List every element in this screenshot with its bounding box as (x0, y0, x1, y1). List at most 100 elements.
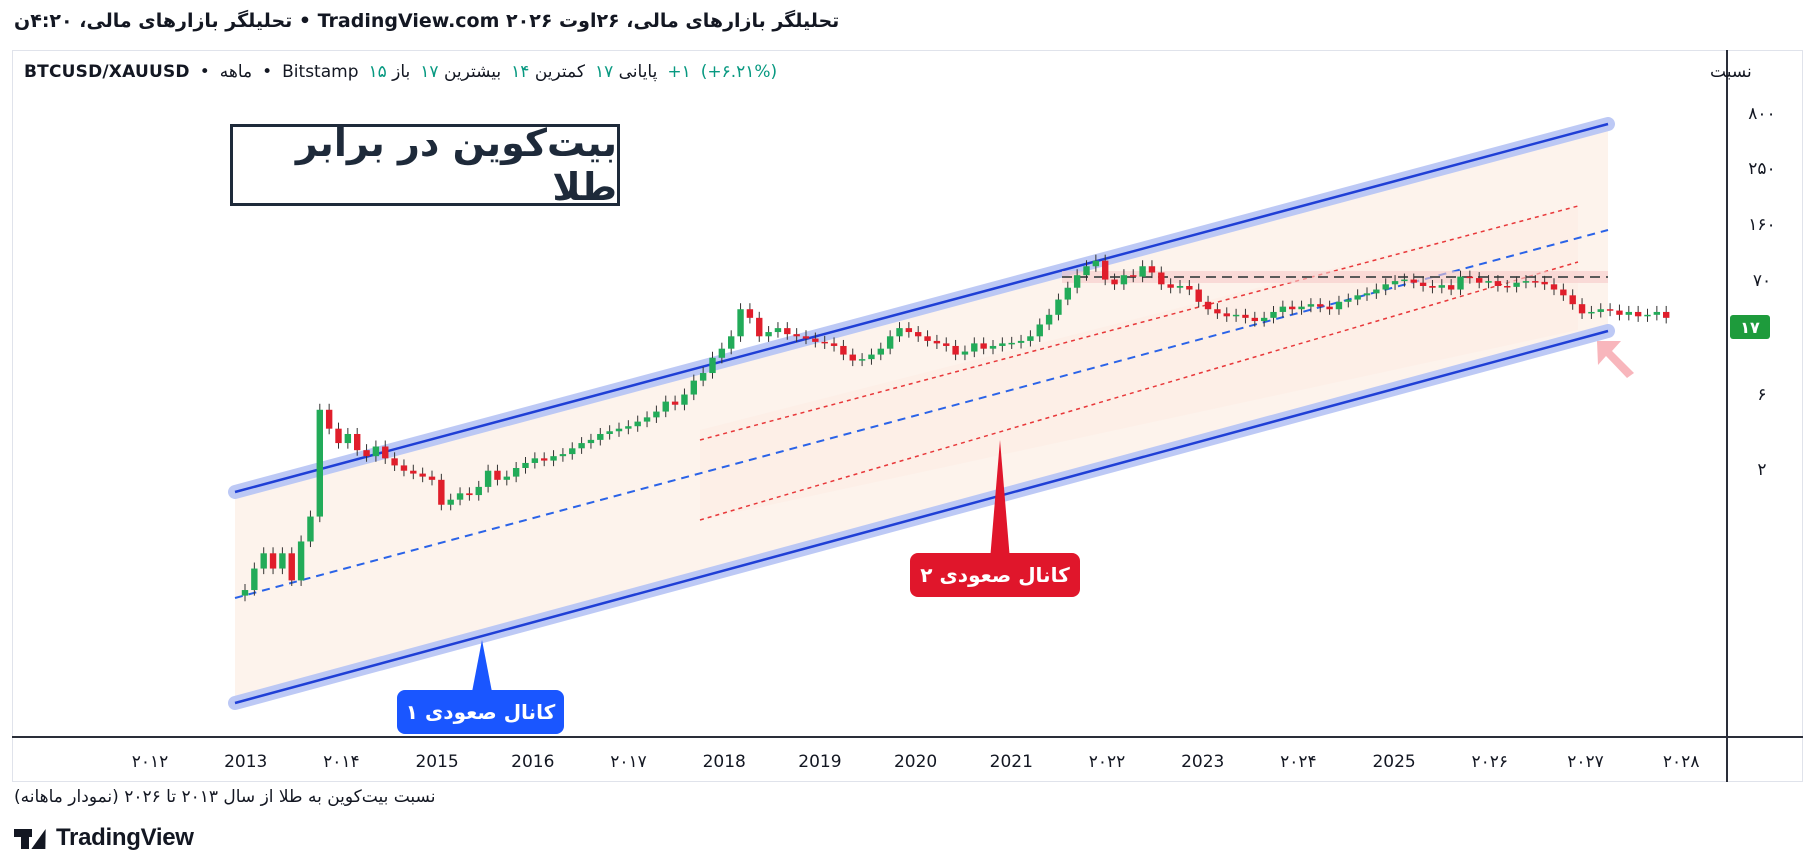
candle[interactable] (1195, 283, 1202, 308)
candle[interactable] (456, 487, 464, 506)
candle[interactable] (999, 337, 1006, 352)
candle[interactable] (550, 450, 557, 467)
candle[interactable] (718, 342, 726, 364)
candle[interactable] (1560, 283, 1567, 301)
tradingview-logo[interactable]: TradingView (14, 824, 194, 852)
candle[interactable] (400, 459, 408, 477)
candle[interactable] (1391, 275, 1399, 290)
candle[interactable] (1541, 275, 1548, 290)
candle[interactable] (1017, 334, 1025, 349)
candle[interactable] (1064, 281, 1071, 306)
candle[interactable] (1317, 298, 1324, 313)
candle[interactable] (1513, 276, 1520, 293)
candle[interactable] (737, 303, 744, 342)
candle[interactable] (1204, 295, 1212, 315)
candle[interactable] (943, 337, 950, 352)
candle[interactable] (615, 422, 623, 437)
candle[interactable] (868, 348, 875, 365)
candle[interactable] (241, 584, 249, 602)
candle[interactable] (971, 337, 978, 358)
candle[interactable] (634, 415, 641, 432)
candle[interactable] (896, 322, 903, 342)
candle[interactable] (905, 322, 913, 338)
candle[interactable] (1158, 266, 1165, 290)
candle[interactable] (1532, 275, 1539, 288)
candle[interactable] (886, 330, 894, 355)
candle[interactable] (1251, 311, 1258, 327)
candle[interactable] (410, 464, 417, 480)
candle[interactable] (1616, 304, 1623, 321)
candle[interactable] (952, 339, 959, 361)
candle[interactable] (1494, 275, 1502, 292)
candle[interactable] (643, 411, 651, 428)
candle[interactable] (316, 403, 323, 523)
candle[interactable] (1410, 273, 1417, 289)
candle[interactable] (821, 335, 828, 349)
candle[interactable] (1466, 270, 1474, 284)
candle[interactable] (363, 444, 370, 462)
candle[interactable] (1260, 311, 1268, 327)
candle[interactable] (681, 388, 688, 411)
candle[interactable] (625, 420, 632, 435)
candle[interactable] (475, 480, 482, 501)
candle[interactable] (1597, 303, 1604, 318)
candle[interactable] (1092, 254, 1100, 272)
candle[interactable] (288, 547, 295, 586)
lower-channel-line[interactable] (234, 329, 1609, 705)
candle[interactable] (765, 326, 772, 342)
candle[interactable] (279, 547, 286, 575)
candle[interactable] (335, 422, 342, 449)
candle[interactable] (466, 487, 473, 501)
candle[interactable] (1083, 260, 1090, 281)
candle[interactable] (1345, 293, 1352, 308)
candle[interactable] (709, 351, 716, 379)
candle[interactable] (1644, 308, 1651, 322)
candle[interactable] (1663, 305, 1670, 324)
candle[interactable] (1214, 303, 1221, 319)
candle[interactable] (260, 547, 267, 575)
candle[interactable] (1270, 305, 1277, 324)
candle[interactable] (1429, 279, 1436, 294)
candle[interactable] (662, 395, 669, 418)
candle[interactable] (728, 330, 735, 355)
candle[interactable] (915, 326, 922, 342)
candle[interactable] (653, 405, 660, 423)
candle[interactable] (354, 427, 361, 456)
candle[interactable] (1401, 273, 1408, 287)
candle[interactable] (1625, 305, 1632, 321)
candle[interactable] (690, 374, 697, 401)
candle[interactable] (419, 467, 426, 483)
candle[interactable] (1148, 260, 1156, 279)
candle[interactable] (428, 470, 436, 486)
candle[interactable] (1073, 269, 1081, 294)
candle[interactable] (1298, 300, 1305, 315)
candle[interactable] (391, 452, 398, 471)
candle[interactable] (382, 440, 389, 464)
candle[interactable] (1307, 298, 1315, 313)
symbol-legend[interactable]: BTCUSD/XAUUSD • ماهه • Bitstamp باز ۱۵ ب… (24, 62, 777, 82)
candle[interactable] (1223, 307, 1230, 322)
candle[interactable] (494, 464, 501, 486)
candle[interactable] (980, 337, 987, 355)
candle[interactable] (877, 342, 884, 361)
candle[interactable] (587, 433, 595, 449)
candle[interactable] (699, 367, 707, 387)
candle[interactable] (1242, 308, 1249, 324)
candle[interactable] (251, 562, 258, 596)
candle[interactable] (1438, 279, 1445, 294)
candle[interactable] (447, 493, 454, 511)
candle[interactable] (559, 448, 567, 462)
candle[interactable] (531, 452, 539, 469)
candle[interactable] (1289, 300, 1296, 315)
symbol-name[interactable]: BTCUSD/XAUUSD (24, 62, 190, 82)
candle[interactable] (1578, 298, 1586, 319)
candle[interactable] (569, 442, 576, 460)
candle[interactable] (1120, 269, 1128, 290)
candle[interactable] (606, 425, 613, 440)
candle[interactable] (840, 339, 847, 361)
candle[interactable] (307, 510, 314, 548)
candle[interactable] (1504, 279, 1511, 293)
candle[interactable] (1176, 279, 1184, 294)
candle[interactable] (344, 427, 352, 449)
